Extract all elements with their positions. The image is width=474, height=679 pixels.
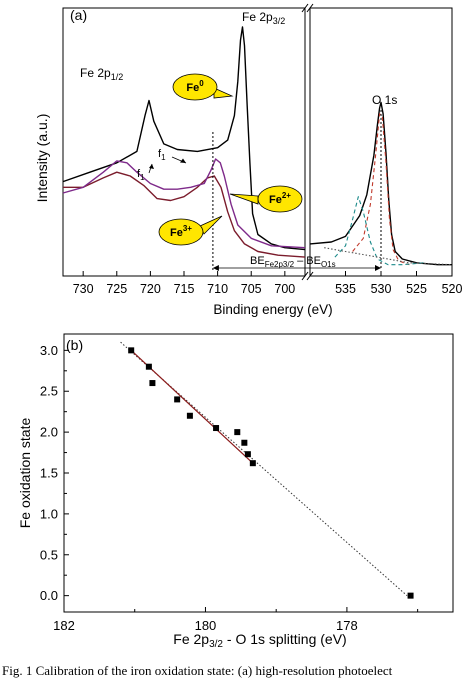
data-point-1 xyxy=(145,363,152,370)
be-arrow-head-right xyxy=(375,265,381,271)
panel-b-x-axis-label: Fe 2p3/2 - O 1s splitting (eV) xyxy=(173,631,346,650)
tick-label-a-700: 700 xyxy=(274,282,295,296)
label-fe2p32: Fe 2p3/2 xyxy=(242,10,285,26)
data-point-5 xyxy=(213,425,220,432)
tick-label-b-y-6: 3.0 xyxy=(40,343,58,358)
panel-b-y-axis-label: Fe oxidation state xyxy=(17,418,33,529)
series-line-o1s-fit-teal xyxy=(334,196,424,266)
svg-text:Fe3+: Fe3+ xyxy=(170,224,192,239)
panel-label-b: (b) xyxy=(66,337,83,353)
tick-label-b-y-1: 0.5 xyxy=(40,547,58,562)
label-fe2p12: Fe 2p1/2 xyxy=(80,66,123,82)
data-point-10 xyxy=(407,592,414,599)
f1-arrow-upper-head xyxy=(180,158,186,163)
data-point-8 xyxy=(244,451,251,458)
panel-a-annotations xyxy=(148,110,382,271)
be-arrow-head-left xyxy=(212,265,219,271)
tick-label-b-y-5: 2.5 xyxy=(40,384,58,399)
panel-b: 182 180 178 0.0 0.5 1.0 1.5 2.0 2.5 3.0 (b) Fe ox… xyxy=(17,333,454,650)
panel-a: 730 725 720 715 710 705 700 535 530 525 520 (a) In… xyxy=(34,3,463,317)
tick-label-a-710: 710 xyxy=(207,282,228,296)
label-f1-upper: f1 xyxy=(158,148,166,162)
tick-label-a-715: 715 xyxy=(174,282,195,296)
axis-break-mark-2 xyxy=(301,271,309,281)
label-be-difference: BEFe2p3/2 – BEO1s xyxy=(250,255,336,269)
panel-a-y-axis-label: Intensity (a.u.) xyxy=(34,114,50,203)
tick-label-a-530: 530 xyxy=(371,282,392,296)
panel-label-a: (a) xyxy=(70,7,87,23)
tick-label-a-720: 720 xyxy=(140,282,161,296)
data-point-0 xyxy=(128,347,135,354)
label-f1-lower: f1 xyxy=(137,168,145,182)
tick-label-a-730: 730 xyxy=(73,282,94,296)
data-point-4 xyxy=(186,412,193,419)
series-line-fe3plus xyxy=(62,158,306,249)
tick-label-a-725: 725 xyxy=(106,282,127,296)
panel-b-ticks: 182 180 178 0.0 0.5 1.0 1.5 2.0 2.5 3.0 xyxy=(40,343,419,633)
svg-text:Fe2+: Fe2+ xyxy=(269,191,291,206)
tick-label-b-y-3: 1.5 xyxy=(40,466,58,481)
data-point-6 xyxy=(234,429,241,436)
data-point-2 xyxy=(149,380,156,387)
figure-caption: Fig. 1 Calibration of the iron oxidation… xyxy=(2,663,393,678)
axis-break-mark-1 xyxy=(306,3,314,13)
f1-arrow-lower-head xyxy=(149,164,154,169)
callout-fe0: Fe0 xyxy=(172,73,234,101)
series-line-o1s-fit-red xyxy=(352,113,410,266)
tick-label-b-x-182: 182 xyxy=(53,618,75,633)
series-line-o1s-background xyxy=(324,247,453,266)
data-point-9 xyxy=(249,460,256,467)
series-line-fe2plus xyxy=(63,171,306,258)
tick-label-b-x-180: 180 xyxy=(195,618,217,633)
panel-b-data-points xyxy=(128,347,414,599)
panel-a-ticks: 730 725 720 715 710 705 700 535 530 525 520 xyxy=(73,271,463,296)
panel-b-fit-lines xyxy=(120,341,408,597)
label-o1s: O 1s xyxy=(372,93,397,107)
callout-fe2plus: Fe2+ xyxy=(229,185,303,213)
series-line-o1s xyxy=(309,101,452,266)
axis-break-mark-0 xyxy=(301,3,309,13)
tick-label-a-705: 705 xyxy=(241,282,262,296)
data-point-7 xyxy=(241,439,248,446)
tick-label-a-535: 535 xyxy=(335,282,356,296)
panel-a-curves xyxy=(62,26,453,266)
axis-break-marks xyxy=(301,3,314,281)
series-line-fe0 xyxy=(62,26,306,251)
callout-fe3plus: Fe3+ xyxy=(158,215,223,246)
data-point-3 xyxy=(174,396,181,403)
tick-label-b-x-178: 178 xyxy=(336,618,358,633)
panel-a-x-axis-label: Binding energy (eV) xyxy=(213,302,332,317)
tick-label-a-520: 520 xyxy=(442,282,463,296)
tick-label-b-y-0: 0.0 xyxy=(40,588,58,603)
tick-label-b-y-4: 2.0 xyxy=(40,425,58,440)
tick-label-b-y-2: 1.0 xyxy=(40,506,58,521)
axis-break-mark-3 xyxy=(306,271,314,281)
svg-text:Fe0: Fe0 xyxy=(186,79,204,94)
panel-b-frame xyxy=(63,333,454,613)
tick-label-a-525: 525 xyxy=(406,282,427,296)
